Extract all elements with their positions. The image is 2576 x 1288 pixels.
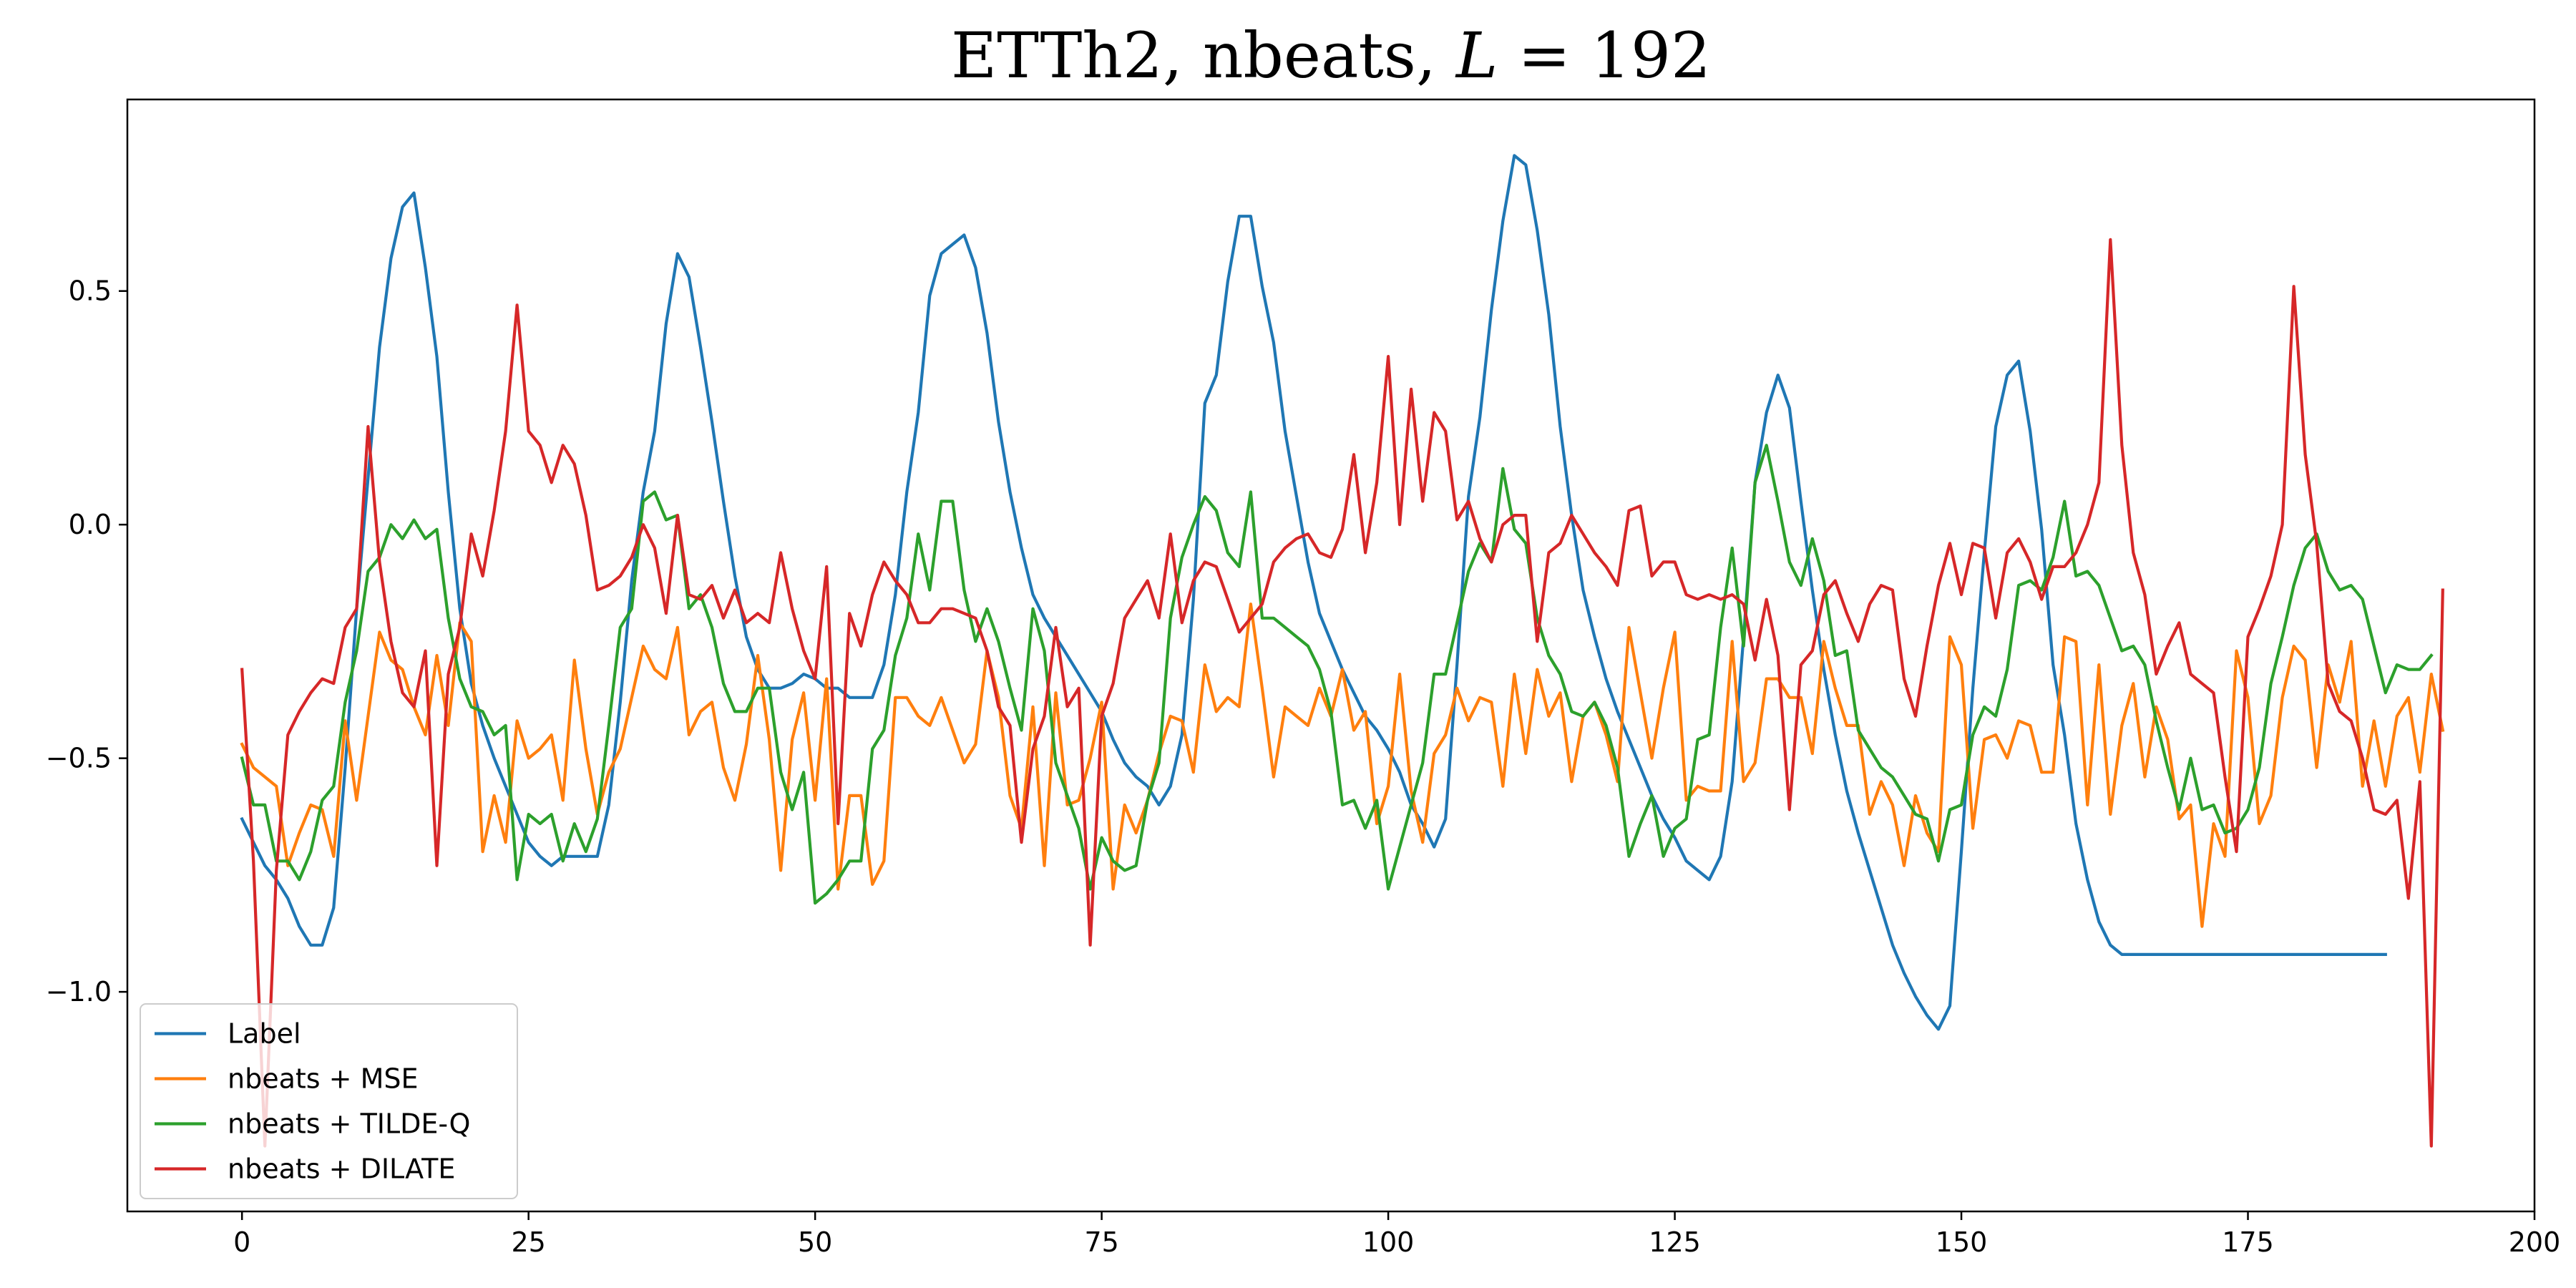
y-tick-label: −0.5 bbox=[46, 743, 112, 774]
x-tick-label: 150 bbox=[1936, 1226, 1988, 1258]
chart-title: ETTh2, nbeats, L = 192 bbox=[951, 19, 1711, 92]
y-tick-label: 0.0 bbox=[69, 509, 112, 540]
x-tick-label: 25 bbox=[511, 1226, 545, 1258]
legend-box bbox=[140, 1003, 518, 1199]
legend-label: Label bbox=[228, 1018, 301, 1050]
x-tick-label: 200 bbox=[2509, 1226, 2561, 1258]
series-line-4 bbox=[240, 238, 2444, 1148]
y-axis: 0.5 0.0 −0.5 −1.0 bbox=[46, 275, 127, 1008]
x-tick-label: 100 bbox=[1362, 1226, 1415, 1258]
x-tick-label: 125 bbox=[1649, 1226, 1701, 1258]
legend: Label nbeats + MSE nbeats + TILDE-Q nbeats … bbox=[140, 1003, 518, 1199]
legend-label: nbeats + TILDE-Q bbox=[228, 1108, 470, 1140]
x-tick-label: 50 bbox=[798, 1226, 832, 1258]
series-line-2 bbox=[240, 602, 2445, 928]
series-line-3 bbox=[240, 444, 2434, 905]
x-tick-label: 0 bbox=[233, 1226, 250, 1258]
x-tick-label: 75 bbox=[1084, 1226, 1118, 1258]
plot-area-frame bbox=[126, 98, 2536, 1213]
x-axis: 0 25 50 75 100 125 150 175 200 bbox=[233, 1211, 2560, 1258]
y-tick-label: 0.5 bbox=[69, 275, 112, 307]
legend-label: nbeats + MSE bbox=[228, 1063, 418, 1095]
series-layer bbox=[240, 154, 2445, 1148]
series-line-1 bbox=[240, 154, 2387, 1031]
x-tick-label: 175 bbox=[2222, 1226, 2274, 1258]
y-tick-label: −1.0 bbox=[46, 976, 112, 1008]
legend-label: nbeats + DILATE bbox=[228, 1153, 455, 1185]
